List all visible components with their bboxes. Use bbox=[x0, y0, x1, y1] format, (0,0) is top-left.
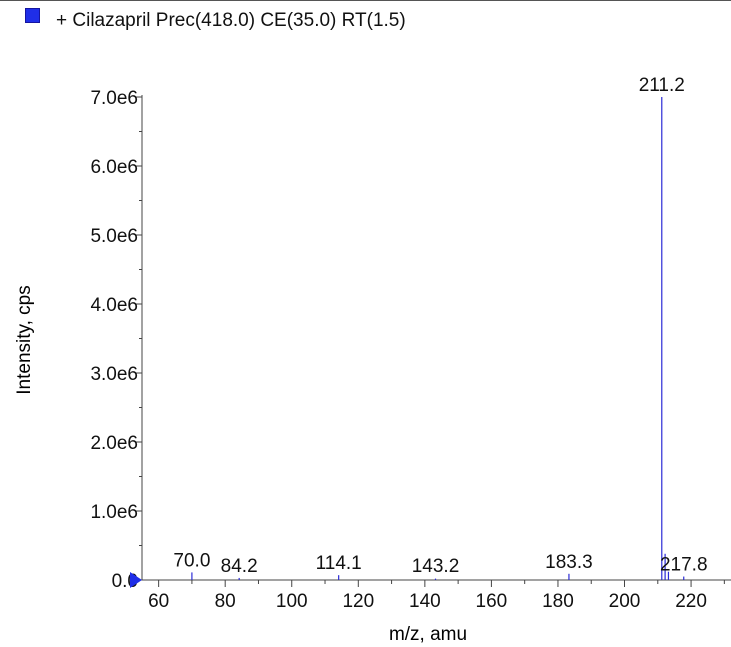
x-tick-label: 200 bbox=[609, 591, 641, 612]
y-tick-label: 6.0e6 bbox=[90, 157, 138, 178]
y-tick-label: 3.0e6 bbox=[90, 364, 138, 385]
peak-label: 217.8 bbox=[660, 555, 708, 576]
peak-labels: 70.0 84.2 114.1 143.2 183.3 211.2 217.8 bbox=[173, 75, 707, 577]
x-tick-label: 80 bbox=[215, 591, 236, 612]
x-axis-label: m/z, amu bbox=[389, 624, 467, 645]
x-tick-label: 180 bbox=[542, 591, 574, 612]
x-tick-label: 140 bbox=[409, 591, 441, 612]
legend-swatch bbox=[25, 8, 40, 23]
x-tick-label: 220 bbox=[675, 591, 707, 612]
peak-label: 114.1 bbox=[316, 553, 362, 574]
y-tick-label: 2.0e6 bbox=[90, 433, 138, 454]
origin-marker-icon bbox=[130, 572, 142, 588]
y-tick-label: 4.0e6 bbox=[90, 295, 138, 316]
x-tick-label: 120 bbox=[342, 591, 374, 612]
x-tick-label: 100 bbox=[276, 591, 308, 612]
peak-label: 183.3 bbox=[545, 552, 593, 573]
y-tick-label: 1.0e6 bbox=[90, 502, 138, 523]
x-tick-label: 60 bbox=[148, 591, 169, 612]
peak-label: 211.2 bbox=[639, 75, 685, 96]
x-tick-label: 160 bbox=[476, 591, 508, 612]
y-tick-label: 5.0e6 bbox=[90, 226, 138, 247]
top-rule bbox=[0, 0, 731, 1]
y-axis-label: Intensity, cps bbox=[14, 285, 35, 394]
peak-label: 84.2 bbox=[221, 556, 258, 577]
legend-label: + Cilazapril Prec(418.0) CE(35.0) RT(1.5… bbox=[56, 10, 406, 31]
spectrum-bars bbox=[191, 97, 685, 580]
y-tick-label: 7.0e6 bbox=[90, 88, 138, 109]
peak-label: 70.0 bbox=[173, 550, 210, 571]
peak-label: 143.2 bbox=[412, 556, 460, 577]
axes: 0.01.0e62.0e63.0e64.0e65.0e66.0e67.0e660… bbox=[90, 88, 731, 612]
